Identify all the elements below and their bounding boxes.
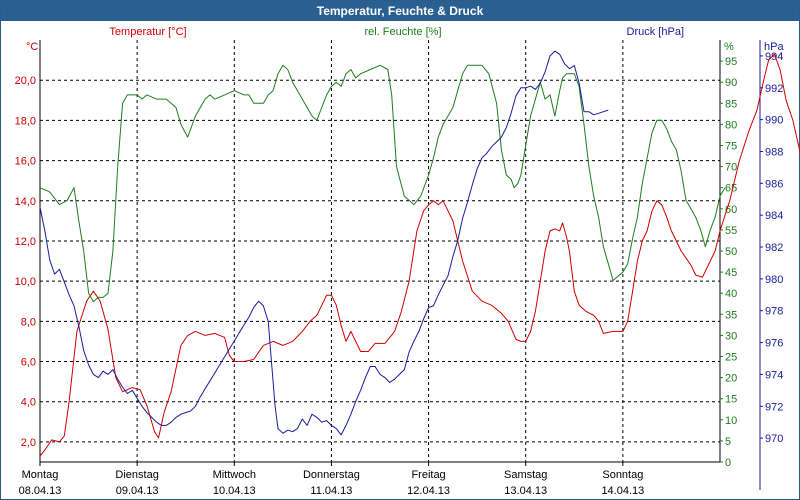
humidity-tick-label: 85 (725, 98, 737, 110)
humidity-tick-label: 55 (725, 225, 737, 237)
humidity-tick-label: 90 (725, 77, 737, 89)
temp-tick-label: 8,0 (21, 316, 36, 328)
temp-tick-label: 16,0 (15, 156, 36, 168)
temp-tick-label: 4,0 (21, 397, 36, 409)
series-line-temp (39, 53, 800, 457)
x-tick-day-label: Donnerstag (303, 469, 360, 481)
humidity-axis-title: rel. Feuchte [%] (364, 26, 441, 38)
temp-tick-label: 20,0 (15, 75, 36, 87)
pressure-tick-label: 986 (765, 178, 783, 190)
x-tick-date-label: 09.04.13 (116, 485, 159, 497)
pressure-tick-label: 984 (765, 210, 783, 222)
temp-tick-label: 6,0 (21, 357, 36, 369)
x-tick-day-label: Samstag (504, 469, 547, 481)
humidity-tick-label: 20 (725, 373, 737, 385)
humidity-tick-label: 40 (725, 288, 737, 300)
axes: 2,0 4,0 6,0 8,0 10,0 12,0 14,0 16,0 18,0 20,0 0 5 10… (15, 40, 783, 497)
temp-tick-label: 12,0 (15, 236, 36, 248)
humidity-tick-label: 5 (725, 436, 731, 448)
x-tick-date-label: 08.04.13 (19, 485, 62, 497)
x-tick-day-label: Mittwoch (213, 469, 256, 481)
humidity-tick-label: 80 (725, 119, 737, 131)
pressure-unit: hPa (764, 41, 784, 53)
humidity-tick-label: 65 (725, 183, 737, 195)
pressure-tick-label: 980 (765, 274, 783, 286)
temp-axis-title: Temperatur [°C] (109, 26, 186, 38)
x-tick-day-label: Sonntag (602, 469, 643, 481)
x-tick-day-label: Montag (22, 469, 59, 481)
pressure-tick-label: 976 (765, 338, 783, 350)
pressure-tick-label: 982 (765, 242, 783, 254)
x-tick-date-label: 11.04.13 (310, 485, 352, 497)
pressure-tick-label: 988 (765, 146, 783, 158)
x-tick-date-label: 10.04.13 (213, 485, 256, 497)
pressure-tick-label: 990 (765, 115, 783, 127)
grid (40, 40, 720, 462)
temp-tick-label: 18,0 (15, 115, 36, 127)
temp-tick-label: 2,0 (21, 437, 36, 449)
humidity-tick-label: 0 (725, 457, 731, 469)
x-tick-day-label: Freitag (411, 469, 445, 481)
humidity-tick-label: 50 (725, 246, 737, 258)
x-tick-date-label: 13.04.13 (504, 485, 547, 497)
series-lines (39, 50, 800, 457)
x-tick-date-label: 12.04.13 (407, 485, 450, 497)
humidity-tick-label: 70 (725, 162, 737, 174)
humidity-tick-label: 75 (725, 141, 737, 153)
pressure-tick-label: 992 (765, 83, 783, 95)
pressure-tick-label: 978 (765, 306, 783, 318)
temp-tick-label: 10,0 (15, 276, 36, 288)
pressure-tick-label: 974 (765, 369, 783, 381)
pressure-tick-label: 994 (765, 51, 783, 63)
humidity-tick-label: 45 (725, 267, 737, 279)
chart-title: Temperatur, Feuchte & Druck (1, 1, 799, 21)
series-line-hum (39, 64, 726, 303)
humidity-unit: % (724, 41, 734, 53)
x-tick-date-label: 14.04.13 (601, 485, 644, 497)
temp-tick-label: 14,0 (15, 196, 36, 208)
humidity-tick-label: 25 (725, 352, 737, 364)
temp-unit: °C (26, 41, 38, 53)
humidity-tick-label: 95 (725, 56, 737, 68)
humidity-tick-label: 15 (725, 394, 737, 406)
humidity-tick-label: 10 (725, 415, 737, 427)
series-line-press (39, 50, 609, 436)
pressure-tick-label: 970 (765, 433, 783, 445)
pressure-tick-label: 972 (765, 401, 783, 413)
humidity-tick-label: 30 (725, 330, 737, 342)
pressure-axis-title: Druck [hPa] (627, 26, 684, 38)
x-tick-day-label: Dienstag (115, 469, 158, 481)
humidity-tick-label: 35 (725, 309, 737, 321)
